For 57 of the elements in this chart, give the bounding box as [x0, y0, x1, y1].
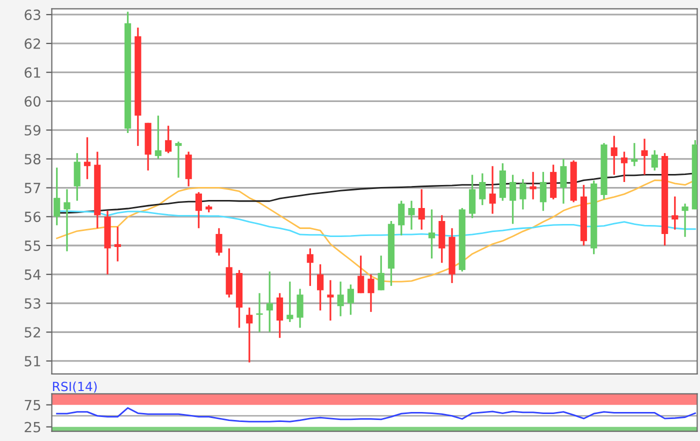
candlestick: [175, 140, 182, 179]
y-tick-label: 53: [24, 298, 40, 309]
candlestick: [246, 306, 253, 364]
candlestick: [276, 292, 284, 339]
candlestick: [520, 178, 526, 210]
candlestick: [620, 150, 628, 183]
y-tick-label: 63: [24, 10, 40, 20]
y-tick-label: 60: [24, 96, 40, 107]
candlestick: [54, 166, 60, 226]
candlestick: [114, 226, 121, 262]
y-tick-label: 58: [24, 154, 40, 164]
y-tick-label: 52: [24, 327, 40, 338]
chart-title: RSI(14): [53, 382, 97, 393]
candlestick: [610, 134, 618, 176]
candlestick: [489, 165, 496, 215]
candlestick: [195, 191, 202, 230]
candlestick: [306, 248, 314, 287]
candlestick: [358, 254, 364, 294]
candlestick: [84, 136, 91, 180]
candlestick: [378, 254, 384, 292]
candlestick: [418, 188, 425, 230]
y-tick-label: 51: [24, 356, 40, 366]
candlestick: [165, 124, 172, 154]
candlestick: [256, 292, 263, 333]
candlestick: [540, 171, 546, 212]
y-tick-label: 75: [24, 400, 40, 410]
candlestick: [368, 274, 374, 313]
candlestick: [479, 172, 486, 206]
y-tick-label: 59: [24, 125, 40, 136]
candlestick: [560, 158, 567, 204]
candlestick: [641, 138, 648, 176]
candlestick: [266, 270, 273, 333]
candlestick: [64, 188, 70, 252]
candlestick: [510, 174, 516, 225]
candlestick: [672, 196, 678, 230]
candlestick: [337, 280, 344, 318]
candlestick: [651, 149, 658, 172]
candlestick: [347, 284, 354, 316]
y-tick-label: 57: [24, 182, 40, 194]
candlestick: [631, 142, 638, 167]
y-tick-label: 25: [24, 422, 40, 432]
y-tick-label: 61: [24, 67, 40, 78]
y-tick-label: 55: [24, 240, 40, 251]
candlestick: [216, 227, 222, 256]
y-tick-label: 62: [24, 38, 40, 49]
candlestick: [398, 200, 405, 236]
candlestick: [296, 288, 304, 329]
candlestick: [327, 279, 334, 322]
candlestick: [408, 200, 415, 230]
line-series: [56, 407, 696, 422]
candlestick: [317, 263, 324, 312]
candlestick: [682, 202, 688, 238]
candlestick: [154, 114, 162, 160]
candlestick: [286, 280, 294, 323]
y-tick-label: 56: [24, 212, 41, 222]
y-tick-label: 54: [24, 270, 41, 280]
candlestick: [428, 208, 436, 260]
